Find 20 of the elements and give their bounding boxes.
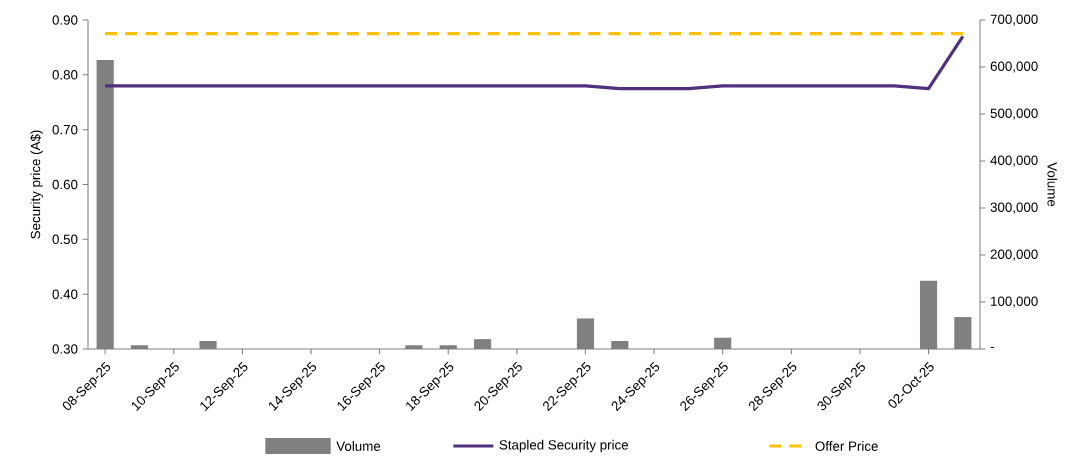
y-tick-label: 0.30	[52, 344, 78, 354]
y2-tick-label: 400,000	[990, 155, 1038, 167]
y2-tick-label: 200,000	[990, 249, 1038, 261]
y-tick-label: 0.60	[52, 179, 78, 190]
y-tick-label: 0.80	[52, 70, 78, 80]
y-axis-title: Security price (A$)	[30, 130, 43, 239]
y2-tick-label: 600,000	[990, 61, 1038, 73]
y-tick-label: 0.70	[52, 124, 78, 135]
legend-label: Offer Price	[815, 441, 878, 451]
legend-label: Volume	[336, 441, 381, 451]
y2-tick-label: 500,000	[990, 108, 1038, 120]
legend-label: Stapled Security price	[499, 439, 629, 453]
y2-tick-label: 300,000	[990, 202, 1038, 214]
y-tick-label: 0.90	[52, 15, 78, 25]
y-tick-label: 0.40	[52, 289, 78, 299]
y-tick-label: 0.50	[52, 234, 78, 245]
y2-tick-label: 700,000	[990, 14, 1038, 26]
y2-axis-title: Volume	[1047, 162, 1058, 207]
y2-tick-label: -	[990, 346, 994, 348]
y2-tick-label: 100,000	[991, 296, 1038, 308]
